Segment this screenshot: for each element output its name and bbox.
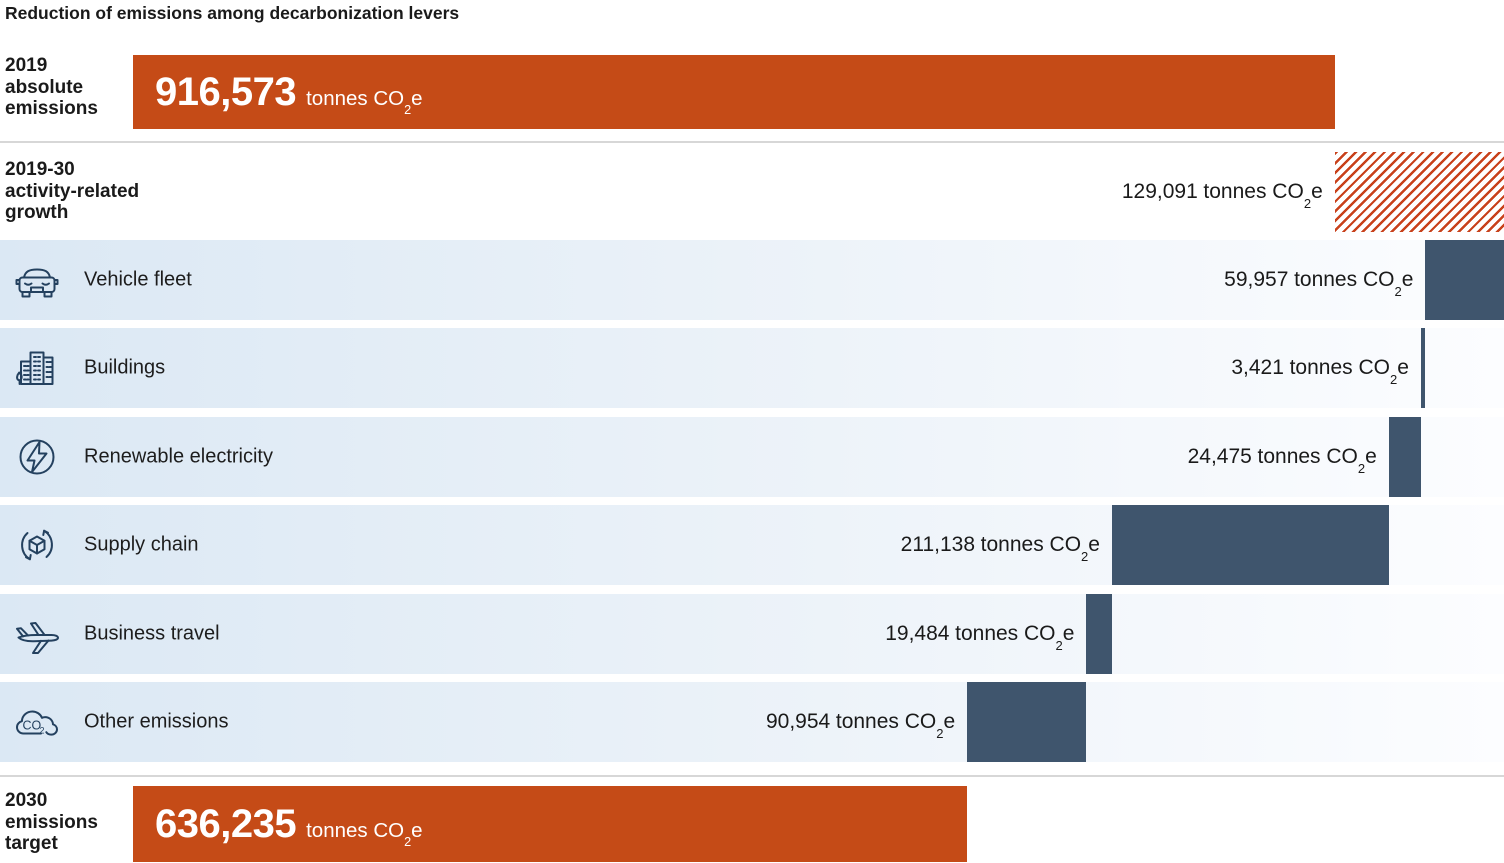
- lever-row: Renewable electricity 24,475 tonnes CO2e: [0, 417, 1504, 497]
- co2-cloud-icon: CO 2: [13, 698, 61, 746]
- lever-value-unit: tonnes CO2e: [980, 533, 1100, 564]
- start-bar-unit: tonnes CO2e: [306, 86, 423, 118]
- start-label-line: 2019: [5, 55, 48, 76]
- svg-text:2: 2: [40, 726, 45, 736]
- lever-value-unit: tonnes CO2e: [835, 710, 956, 741]
- buildings-icon: [13, 344, 61, 392]
- lever-bar: [1086, 594, 1112, 674]
- lever-value: 19,484 tonnes CO2e: [885, 622, 1075, 653]
- end-bar-text: 636,235 tonnes CO2e: [133, 801, 423, 850]
- lever-row: Supply chain 211,138 tonnes CO2e: [0, 505, 1504, 585]
- end-bar: 636,235 tonnes CO2e: [133, 786, 968, 862]
- start-bar-value: 916,573: [155, 69, 297, 114]
- lever-row: Buildings 3,421 tonnes CO2e: [0, 328, 1504, 408]
- start-row-label: 2019 absolute emissions: [5, 55, 98, 120]
- lever-label: Vehicle fleet: [84, 268, 192, 291]
- end-label-line: target: [5, 833, 58, 854]
- end-bar-unit: tonnes CO2e: [306, 818, 423, 850]
- start-bar: 916,573 tonnes CO2e: [133, 55, 1335, 129]
- lever-value-unit: tonnes CO2e: [955, 622, 1075, 653]
- cube-cycle-icon: [13, 521, 61, 569]
- growth-label-line: growth: [5, 202, 69, 223]
- car-icon: [13, 256, 61, 304]
- svg-text:CO: CO: [23, 719, 42, 733]
- end-label-line: 2030: [5, 790, 48, 811]
- lever-bar: [1425, 240, 1504, 320]
- lever-label: Renewable electricity: [84, 445, 273, 468]
- end-bar-value: 636,235: [155, 801, 297, 846]
- lever-value: 211,138 tonnes CO2e: [900, 533, 1100, 564]
- start-bar-text: 916,573 tonnes CO2e: [133, 69, 423, 118]
- lever-value: 59,957 tonnes CO2e: [1224, 268, 1414, 299]
- lever-bar: [1111, 505, 1389, 585]
- growth-value-unit: tonnes CO2e: [1203, 180, 1323, 211]
- growth-row-label: 2019-30 activity-related growth: [5, 159, 139, 224]
- end-row-label: 2030 emissions target: [5, 790, 98, 855]
- lever-label: Business travel: [84, 622, 220, 645]
- chart-title: Reduction of emissions among decarboniza…: [5, 3, 460, 23]
- lever-row: Vehicle fleet 59,957 tonnes CO2e: [0, 240, 1504, 320]
- start-label-line: emissions: [5, 98, 98, 119]
- lever-bar: [967, 682, 1087, 762]
- lever-label: Buildings: [84, 356, 166, 379]
- lever-bar: [1388, 417, 1421, 497]
- growth-value: 129,091 tonnes CO2e: [1121, 180, 1323, 211]
- section-divider: [0, 141, 1504, 143]
- start-row: 2019 absolute emissions 916,573 tonnes C…: [0, 55, 1504, 129]
- growth-label-line: 2019-30: [5, 159, 75, 180]
- lightning-circle-icon: [13, 433, 61, 481]
- lever-row: CO 2 Other emissions 90,954 tonnes CO2e: [0, 682, 1504, 762]
- lever-value: 24,475 tonnes CO2e: [1187, 445, 1377, 476]
- lever-value: 90,954 tonnes CO2e: [765, 710, 956, 741]
- lever-value-unit: tonnes CO2e: [1257, 445, 1377, 476]
- start-label-line: absolute: [5, 76, 84, 98]
- lever-bar: [1420, 328, 1426, 408]
- growth-bar: [1334, 152, 1504, 232]
- growth-label-line: activity-related: [5, 180, 140, 202]
- lever-value-unit: tonnes CO2e: [1289, 356, 1409, 387]
- lever-value-unit: tonnes CO2e: [1294, 268, 1414, 299]
- airplane-icon: [13, 610, 61, 658]
- lever-label: Other emissions: [84, 710, 229, 733]
- lever-label: Supply chain: [84, 533, 199, 556]
- section-divider: [0, 775, 1504, 777]
- growth-row: 2019-30 activity-related growth 129,091 t…: [0, 152, 1504, 232]
- lever-value: 3,421 tonnes CO2e: [1231, 356, 1409, 387]
- end-row: 2030 emissions target 636,235 tonnes CO2…: [0, 786, 1504, 862]
- lever-row: Business travel 19,484 tonnes CO2e: [0, 594, 1504, 674]
- end-label-line: emissions: [5, 811, 98, 833]
